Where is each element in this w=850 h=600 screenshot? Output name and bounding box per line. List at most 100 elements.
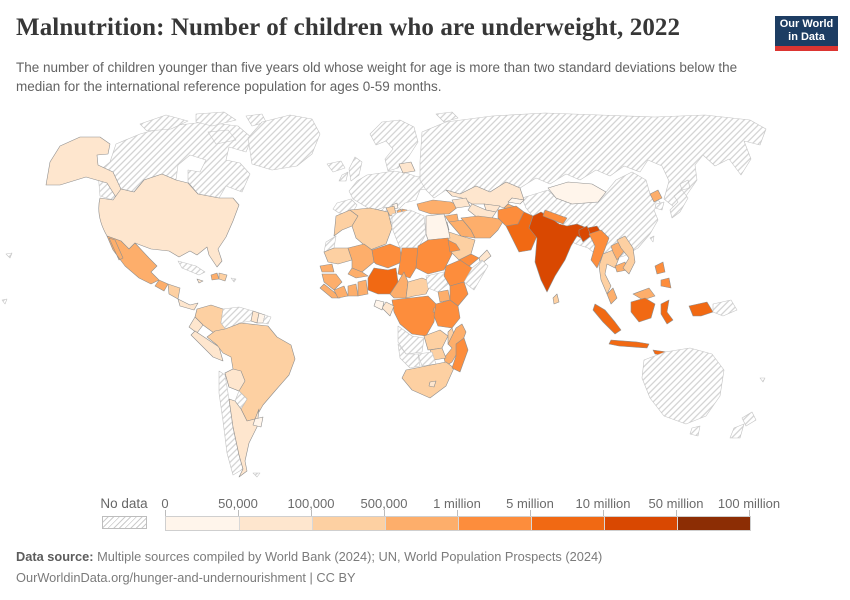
country-vietnam[interactable] xyxy=(616,235,636,275)
country-south-sudan[interactable] xyxy=(425,271,449,293)
legend-bin-2[interactable] xyxy=(312,517,385,530)
country-svalbard[interactable] xyxy=(435,111,459,123)
country-madagascar[interactable] xyxy=(451,337,469,373)
country-canada-arctic3[interactable] xyxy=(207,129,237,145)
country-kyrgyzstan[interactable] xyxy=(507,197,525,205)
country-myanmar[interactable] xyxy=(588,229,610,269)
country-jamaica[interactable] xyxy=(196,278,204,284)
country-venezuela[interactable] xyxy=(220,306,254,332)
no-data-swatch[interactable] xyxy=(102,516,147,529)
country-south-africa[interactable] xyxy=(401,361,455,399)
country-papua-new-guinea[interactable] xyxy=(712,299,738,317)
country-sudan[interactable] xyxy=(415,237,453,275)
country-central-african-republic[interactable] xyxy=(405,277,433,299)
country-uganda[interactable] xyxy=(437,289,451,303)
legend-bin-6[interactable] xyxy=(604,517,677,530)
country-indonesia-papua[interactable] xyxy=(688,301,714,317)
country-canada-arctic1[interactable] xyxy=(139,114,189,132)
country-usa[interactable] xyxy=(98,173,240,268)
country-niger[interactable] xyxy=(371,243,403,269)
country-new-zealand-south[interactable] xyxy=(729,423,745,439)
country-namibia[interactable] xyxy=(397,343,421,369)
country-australia[interactable] xyxy=(641,347,725,425)
country-iran[interactable] xyxy=(460,215,505,239)
country-haiti[interactable] xyxy=(210,272,220,281)
country-pacific-speck1[interactable] xyxy=(5,252,13,259)
country-kenya[interactable] xyxy=(449,281,469,307)
legend-bin-4[interactable] xyxy=(458,517,531,530)
country-caucasus[interactable] xyxy=(451,197,471,209)
country-indonesia-kalimantan[interactable] xyxy=(630,297,656,323)
country-congo[interactable] xyxy=(381,301,395,317)
country-malaysia-peninsula[interactable] xyxy=(606,287,618,305)
country-uk[interactable] xyxy=(348,156,363,182)
country-indonesia-sulawesi[interactable] xyxy=(660,299,674,325)
country-new-zealand-north[interactable] xyxy=(741,411,757,427)
legend-bin-7[interactable] xyxy=(677,517,750,530)
country-taiwan[interactable] xyxy=(649,235,655,243)
country-indonesia-sumatra[interactable] xyxy=(592,303,622,335)
legend-tick-label: 500,000 xyxy=(360,496,408,511)
country-south-korea[interactable] xyxy=(654,201,665,211)
country-malaysia-borneo[interactable] xyxy=(632,287,656,301)
country-angola[interactable] xyxy=(397,325,425,355)
country-guinea[interactable] xyxy=(321,273,343,291)
country-philippines-luzon[interactable] xyxy=(654,261,666,275)
country-tanzania[interactable] xyxy=(433,299,461,329)
country-north-korea[interactable] xyxy=(649,189,663,203)
country-nepal[interactable] xyxy=(542,209,568,225)
country-indonesia-java[interactable] xyxy=(608,339,650,349)
legend-bin-0[interactable] xyxy=(166,517,239,530)
country-togo-benin[interactable] xyxy=(357,279,369,297)
country-french-guiana[interactable] xyxy=(262,314,272,325)
country-senegal[interactable] xyxy=(319,263,335,273)
country-belarus[interactable] xyxy=(398,161,416,174)
country-scandinavia[interactable] xyxy=(369,119,419,172)
country-somalia[interactable] xyxy=(463,259,489,291)
country-zambia[interactable] xyxy=(423,329,449,351)
country-ghana[interactable] xyxy=(347,283,359,297)
legend-bin-3[interactable] xyxy=(385,517,458,530)
country-argentina[interactable] xyxy=(228,398,260,478)
page-title: Malnutrition: Number of children who are… xyxy=(16,14,681,41)
country-pacific-speck2[interactable] xyxy=(1,298,8,305)
country-uruguay[interactable] xyxy=(252,416,264,428)
country-mali[interactable] xyxy=(347,243,375,273)
country-libya[interactable] xyxy=(391,209,427,249)
country-canada-arctic2[interactable] xyxy=(195,111,237,127)
country-eritrea[interactable] xyxy=(447,239,461,253)
country-dominican-republic[interactable] xyxy=(218,272,228,282)
country-philippines-mindanao[interactable] xyxy=(660,277,672,289)
legend-bin-5[interactable] xyxy=(531,517,604,530)
country-sri-lanka[interactable] xyxy=(552,293,560,305)
country-bangladesh[interactable] xyxy=(578,225,592,243)
country-peru[interactable] xyxy=(190,330,224,362)
country-honduras-nicaragua[interactable] xyxy=(167,283,181,300)
country-puerto-rico[interactable] xyxy=(230,277,237,283)
country-mongolia[interactable] xyxy=(547,181,607,205)
country-chad[interactable] xyxy=(397,247,419,279)
country-gabon[interactable] xyxy=(373,299,385,311)
country-japan[interactable] xyxy=(669,179,691,219)
legend-bin-1[interactable] xyxy=(239,517,312,530)
country-greenland[interactable] xyxy=(247,114,321,171)
country-algeria[interactable] xyxy=(349,207,393,251)
logo-line1: Our World xyxy=(779,18,834,30)
country-iceland[interactable] xyxy=(326,160,346,173)
country-falkland-islands[interactable] xyxy=(252,472,261,478)
country-burkina-faso[interactable] xyxy=(347,267,369,279)
country-turkey[interactable] xyxy=(416,199,460,215)
country-egypt[interactable] xyxy=(425,213,451,241)
country-ireland[interactable] xyxy=(338,171,349,182)
country-costa-rica-panama[interactable] xyxy=(177,298,199,311)
country-mauritania[interactable] xyxy=(323,247,353,265)
country-usa-alaska[interactable] xyxy=(45,136,128,203)
country-mexico[interactable] xyxy=(106,235,160,285)
country-guatemala[interactable] xyxy=(154,279,169,292)
country-cuba[interactable] xyxy=(177,260,206,276)
country-fiji[interactable] xyxy=(759,377,766,383)
country-sierra-leone-liberia[interactable] xyxy=(319,283,341,299)
country-tasmania[interactable] xyxy=(689,425,701,437)
country-lesotho[interactable] xyxy=(428,380,437,388)
